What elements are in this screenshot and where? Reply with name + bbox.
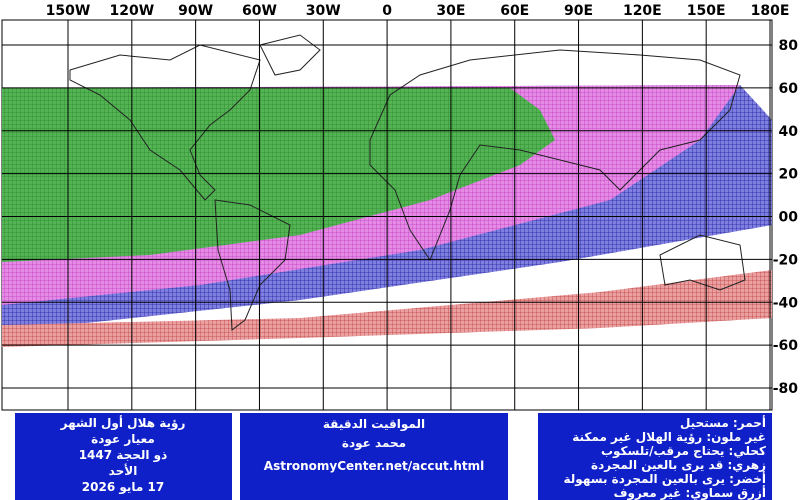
zone-green xyxy=(2,88,555,262)
lat-label: -80 xyxy=(773,381,799,397)
lon-label: 30E xyxy=(436,3,465,19)
panel-text: ذو الحجة 1447 xyxy=(79,448,168,463)
panel-text: زهري: قد يرى بالعين المجردة xyxy=(591,458,766,472)
lat-label: 60 xyxy=(779,81,799,97)
lon-label: 30W xyxy=(306,3,341,19)
lon-label: 150E xyxy=(687,3,726,19)
lon-label: 0 xyxy=(382,3,392,19)
panel-text: رؤية هلال أول الشهر xyxy=(60,415,186,431)
panel-text: الأحد xyxy=(109,463,138,478)
lon-label: 120W xyxy=(109,3,154,19)
panel-text: أزرق سماوي: غير معروف xyxy=(614,485,766,500)
panel-text: أخضر: يرى بالعين المجردة بسهولة xyxy=(564,471,766,487)
lon-label: 120E xyxy=(623,3,662,19)
lat-label: 80 xyxy=(779,38,799,54)
lat-label: 40 xyxy=(779,124,799,140)
lat-label: 00 xyxy=(779,210,799,226)
lon-label: 60W xyxy=(242,3,277,19)
lat-label: -60 xyxy=(773,338,799,354)
panel-left xyxy=(15,413,232,500)
panel-right xyxy=(538,413,772,500)
lat-label: -40 xyxy=(773,295,799,311)
panel-text: المواقيت الدقيقة xyxy=(323,417,425,432)
lat-label: 20 xyxy=(779,167,799,183)
panel-text: AstronomyCenter.net/accut.html xyxy=(264,459,484,473)
panel-text: معيار عودة xyxy=(91,432,155,447)
panel-middle xyxy=(240,413,508,500)
lon-label: 60E xyxy=(500,3,529,19)
lat-label: -20 xyxy=(773,252,799,268)
panel-text: محمد عودة xyxy=(342,436,406,451)
panel-text: أحمر: مستحيل xyxy=(680,415,766,430)
lon-label: 180E xyxy=(751,3,790,19)
zone-red xyxy=(2,270,772,347)
lon-label: 90E xyxy=(564,3,593,19)
panel-text: غير ملون: رؤية الهلال غير ممكنة xyxy=(572,430,766,445)
lon-label: 90W xyxy=(178,3,213,19)
panel-text: كحلي: يحتاج مرقب/تلسكوب xyxy=(601,444,766,459)
panel-text: 17 مايو 2026 xyxy=(82,480,164,495)
lon-label: 150W xyxy=(46,3,91,19)
